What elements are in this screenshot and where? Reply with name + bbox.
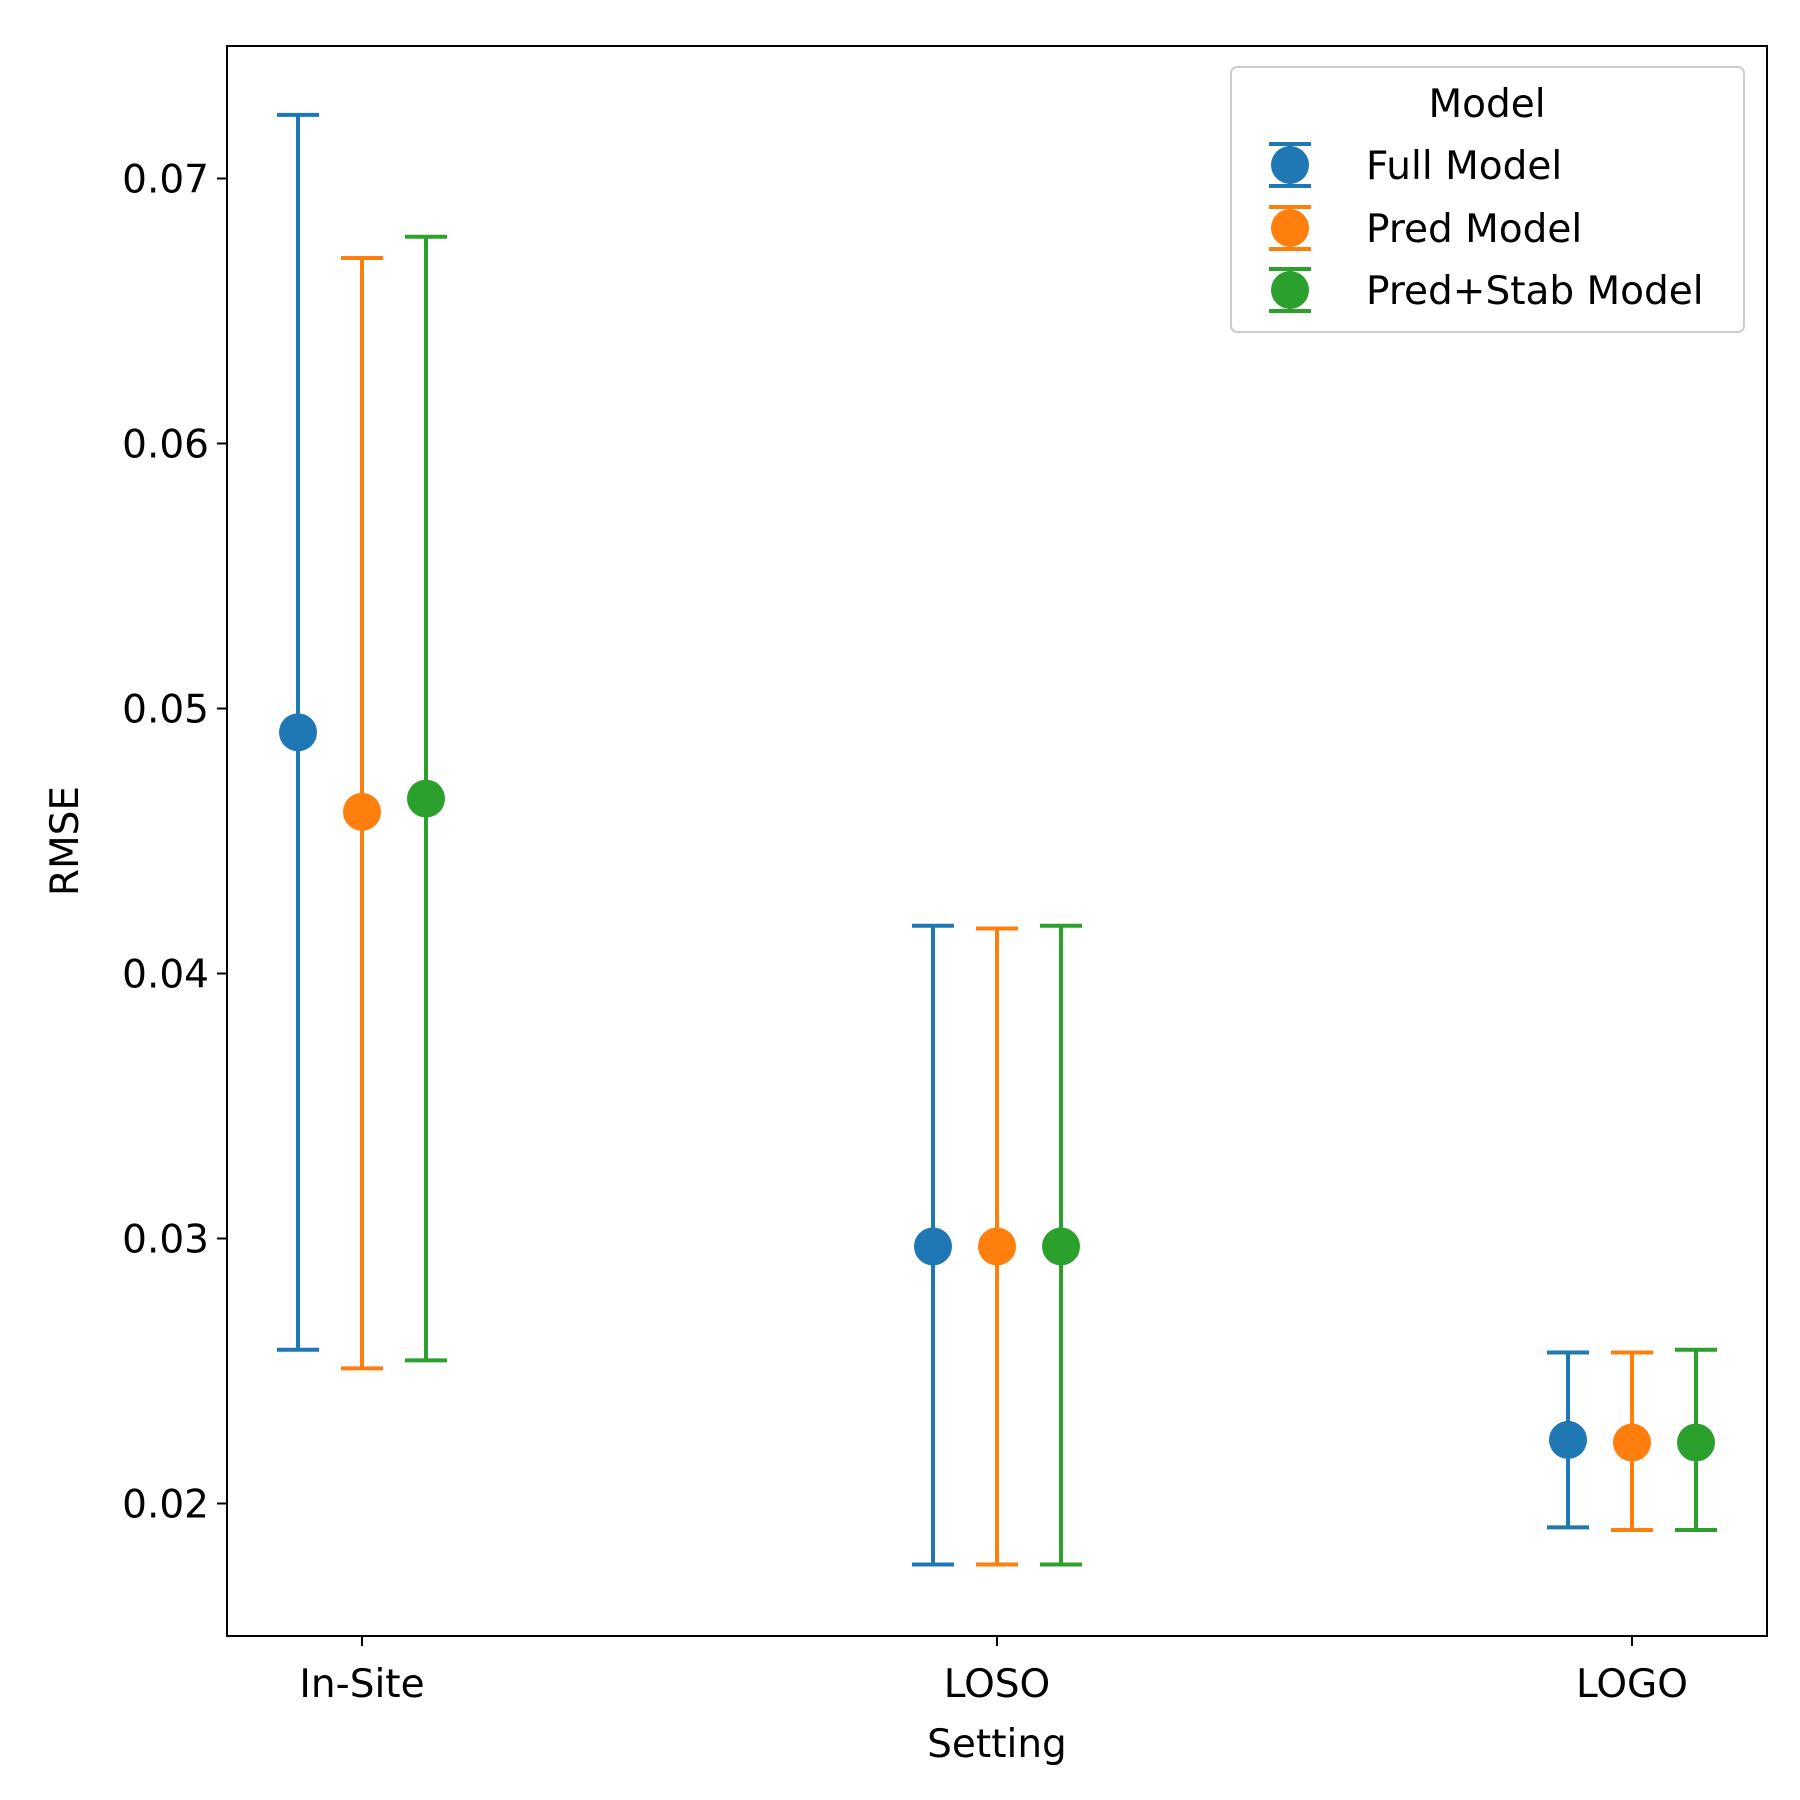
data-point — [407, 779, 445, 818]
data-marks — [277, 112, 1717, 1567]
x-axis-label: Setting — [927, 1722, 1067, 1767]
legend-item: Pred+Stab Model — [1269, 267, 1704, 314]
y-tick-label: 0.07 — [122, 158, 209, 203]
series-pred-model — [341, 256, 1653, 1567]
series-full-model — [277, 112, 1589, 1567]
legend-label: Pred Model — [1366, 207, 1582, 252]
legend-marker — [1271, 271, 1309, 309]
x-axis: In-Site LOSO LOGO — [299, 1636, 1688, 1707]
y-tick-label: 0.03 — [122, 1218, 209, 1263]
series-pred-stab-model — [405, 234, 1717, 1567]
legend-item: Pred Model — [1269, 205, 1582, 252]
data-point — [978, 1227, 1016, 1266]
y-tick-label: 0.02 — [122, 1483, 209, 1528]
data-point — [1677, 1423, 1715, 1462]
y-axis-label: RMSE — [43, 786, 88, 896]
y-axis: 0.02 0.03 0.04 0.05 0.06 0.07 — [122, 158, 227, 1528]
legend-title: Model — [1428, 82, 1545, 127]
legend-marker — [1271, 146, 1309, 184]
legend-items: Full Model Pred Model Pred+Stab Model — [1269, 142, 1704, 314]
data-point — [343, 792, 381, 831]
data-point — [1549, 1420, 1587, 1459]
data-point — [279, 713, 317, 752]
x-tick-label: LOSO — [944, 1662, 1051, 1707]
legend-label: Full Model — [1366, 144, 1562, 189]
legend-box — [1230, 66, 1745, 333]
x-tick-label: LOGO — [1576, 1662, 1688, 1707]
legend-marker — [1271, 209, 1309, 247]
legend-label: Pred+Stab Model — [1366, 269, 1704, 314]
data-point — [1042, 1227, 1080, 1266]
y-tick-label: 0.04 — [122, 953, 209, 998]
data-point — [914, 1227, 952, 1266]
data-point — [1613, 1423, 1651, 1462]
y-tick-label: 0.05 — [122, 688, 209, 733]
legend-item: Full Model — [1269, 142, 1562, 189]
x-tick-label: In-Site — [299, 1662, 424, 1707]
y-tick-label: 0.06 — [122, 423, 209, 468]
legend: Model Full Model Pred Model Pred+Stab Mode… — [1230, 66, 1745, 333]
